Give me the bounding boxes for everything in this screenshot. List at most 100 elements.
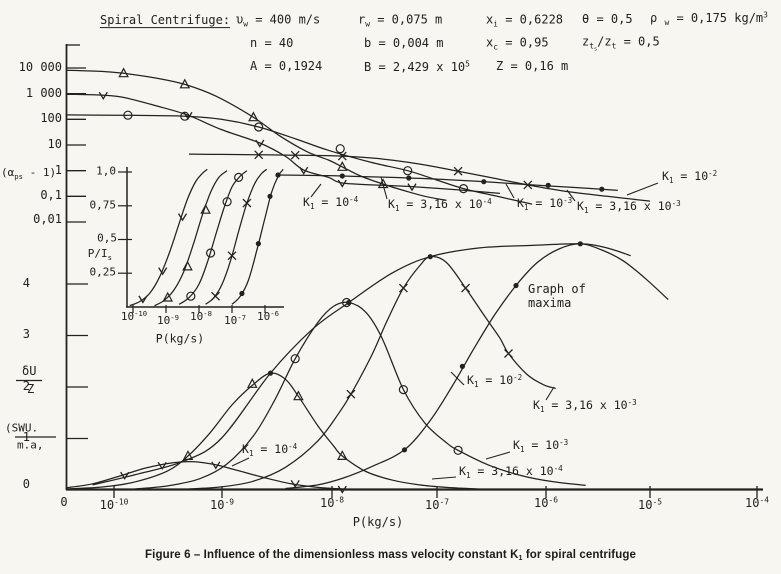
x-marker xyxy=(337,151,347,161)
ytick-label: 0 xyxy=(22,477,30,492)
inset-ytick-label: 0,75 xyxy=(89,198,117,212)
curve-separation-factor-k1-3-16-x-10-3 xyxy=(188,153,651,202)
tri-marker xyxy=(200,203,211,214)
inset-ytick-label: 0,5 xyxy=(97,231,117,245)
curve-cut-fraction-inset-k1-10-4 xyxy=(129,168,208,307)
param-B: B = 2,429 x 105 xyxy=(364,59,470,74)
y-axis-title: (αps - 1) xyxy=(1,165,57,181)
ytick-label: 10 xyxy=(47,137,62,152)
param-rw: rw = 0,075 m xyxy=(358,12,443,29)
inset-xtick-label: 10-6 xyxy=(257,309,279,324)
dot-marker xyxy=(267,370,274,376)
vee-marker xyxy=(158,267,168,276)
k1-annotation: K1 = 3,16 x 10-3 xyxy=(533,398,637,415)
x-axis-title: P(kg/s) xyxy=(352,515,404,530)
figure-caption: Figure 6 – Influence of the dimensionles… xyxy=(145,549,636,563)
circ-marker xyxy=(206,248,216,258)
param-A: A = 0,1924 xyxy=(250,59,323,74)
tri-marker xyxy=(118,67,129,78)
circ-marker xyxy=(458,184,469,194)
graph-of-maxima-annotation: Graph of maxima xyxy=(528,282,586,310)
circ-marker xyxy=(335,144,345,154)
circ-marker xyxy=(453,445,463,455)
curve-separative-power-graph-of-maxima xyxy=(92,243,631,486)
annotation-leader-line xyxy=(545,386,555,401)
curve-cut-fraction-inset-k1-10-3 xyxy=(178,170,248,305)
k1-annotation: K1 = 3,16 x 10-4 xyxy=(459,464,563,481)
curve-separative-power-k1-10-3 xyxy=(135,301,586,490)
curve-separation-factor-k1-10-4 xyxy=(65,93,500,195)
vee-marker xyxy=(98,91,108,100)
y-axis-title: (SWU. xyxy=(5,421,39,435)
param-b: b = 0,004 m xyxy=(364,36,444,51)
param-zts-zt: zts/zt = 0,5 xyxy=(582,34,660,53)
ytick-label: 10 000 xyxy=(18,60,62,75)
ytick-label: 0,1 xyxy=(40,188,62,203)
curve-separation-factor-k1-3-16-x-10-4 xyxy=(65,69,447,201)
ytick-label: 1 000 xyxy=(25,86,62,101)
param-xi: xi = 0,6228 xyxy=(486,12,564,29)
xtick-label: 10-4 xyxy=(745,495,769,510)
vee-marker xyxy=(157,461,167,471)
x-marker xyxy=(453,166,463,176)
dot-marker xyxy=(427,254,433,260)
dot-marker xyxy=(513,282,519,289)
vee-marker xyxy=(337,485,347,494)
vee-marker xyxy=(407,183,417,192)
dot-marker xyxy=(577,241,583,247)
annotation-leader-line xyxy=(431,476,457,480)
xtick-label: 0 xyxy=(60,495,68,510)
param-theta: θ = 0,5 xyxy=(582,12,633,27)
tri-marker xyxy=(377,178,389,189)
xtick-label: 10-5 xyxy=(638,497,662,512)
ytick-label: 2 xyxy=(22,379,30,394)
k1-annotation: K1 = 3,16 x 10-4 xyxy=(388,197,492,214)
curve-separative-power-k1-10-4 xyxy=(65,460,372,491)
xtick-label: 10-7 xyxy=(425,497,449,512)
vee-marker xyxy=(138,295,148,304)
inset-x-axis-title: P(kg/s) xyxy=(155,331,205,346)
curve-cut-fraction-inset-k1-3-16-x-10-4 xyxy=(154,170,228,307)
circ-marker xyxy=(403,166,413,176)
dot-marker xyxy=(459,363,465,369)
k1-annotation: K1 = 10-3 xyxy=(513,438,569,455)
x-marker xyxy=(346,389,356,399)
dot-marker xyxy=(239,290,245,297)
circ-marker xyxy=(234,172,244,182)
y-axis-title: m.a, xyxy=(17,438,44,452)
annotation-leader-line xyxy=(231,457,250,467)
y-axis-title: Z xyxy=(27,382,35,397)
inset-xtick-label: 10-10 xyxy=(120,309,148,324)
x-marker xyxy=(290,150,300,160)
curve-cut-fraction-inset-k1-3-16-x-10-3 xyxy=(205,168,268,305)
dot-marker xyxy=(481,179,487,185)
k1-annotation: K1 = 10-4 xyxy=(303,195,359,212)
xtick-label: 10-9 xyxy=(210,497,234,512)
vee-marker xyxy=(211,461,221,470)
dot-marker xyxy=(545,182,551,188)
y-axis-title: δU xyxy=(22,364,37,379)
tri-marker xyxy=(248,111,259,122)
circ-marker xyxy=(254,122,264,132)
annotation-leader-line xyxy=(450,371,465,386)
inset-xtick-label: 10-7 xyxy=(224,313,246,328)
circ-marker xyxy=(123,110,133,120)
x-marker xyxy=(211,291,220,301)
param-xc: xc = 0,95 xyxy=(486,35,549,52)
vee-marker xyxy=(337,179,347,188)
vee-marker xyxy=(120,471,130,480)
dot-marker xyxy=(267,193,273,199)
ytick-label: 0,01 xyxy=(33,212,62,227)
tri-marker xyxy=(336,450,348,460)
tri-marker xyxy=(179,78,191,89)
x-marker xyxy=(254,150,264,160)
inset-ytick-label: 0,25 xyxy=(89,265,117,279)
x-marker xyxy=(242,198,252,208)
dot-marker xyxy=(406,175,412,181)
vee-marker xyxy=(299,166,309,175)
dot-marker xyxy=(339,173,345,179)
ytick-label: 100 xyxy=(40,111,62,126)
